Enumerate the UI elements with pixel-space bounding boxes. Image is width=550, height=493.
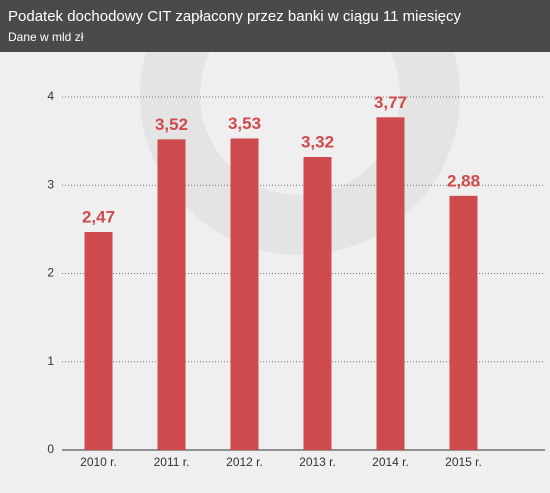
data-label: 3,32 (301, 132, 334, 151)
bar (376, 117, 405, 451)
y-tick-label: 3 (47, 177, 54, 191)
data-label: 3,77 (374, 93, 407, 112)
x-tick-label: 2011 r. (154, 455, 190, 469)
data-label: 3,53 (228, 114, 261, 133)
x-tick-label: 2010 r. (80, 455, 117, 469)
watermark (140, 0, 460, 255)
x-tick-label: 2012 r. (226, 455, 263, 469)
x-tick-label: 2013 r. (299, 455, 336, 469)
bar (449, 195, 478, 450)
chart-subtitle: Dane w mld zł (8, 30, 84, 44)
data-label: 3,52 (155, 115, 188, 134)
bar (84, 232, 113, 450)
bar (230, 138, 259, 451)
x-tick-label: 2014 r. (372, 455, 409, 469)
y-tick-label: 2 (47, 266, 54, 280)
chart-title: Podatek dochodowy CIT zapłacony przez ba… (8, 8, 462, 25)
y-tick-label: 4 (47, 89, 54, 103)
data-label: 2,47 (82, 208, 115, 227)
bar (157, 139, 186, 451)
y-tick-label: 1 (47, 354, 54, 368)
data-label: 2,88 (447, 171, 480, 190)
x-tick-label: 2015 r. (445, 455, 482, 469)
bar (303, 157, 332, 450)
header (0, 0, 550, 52)
y-tick-label: 0 (47, 442, 54, 456)
